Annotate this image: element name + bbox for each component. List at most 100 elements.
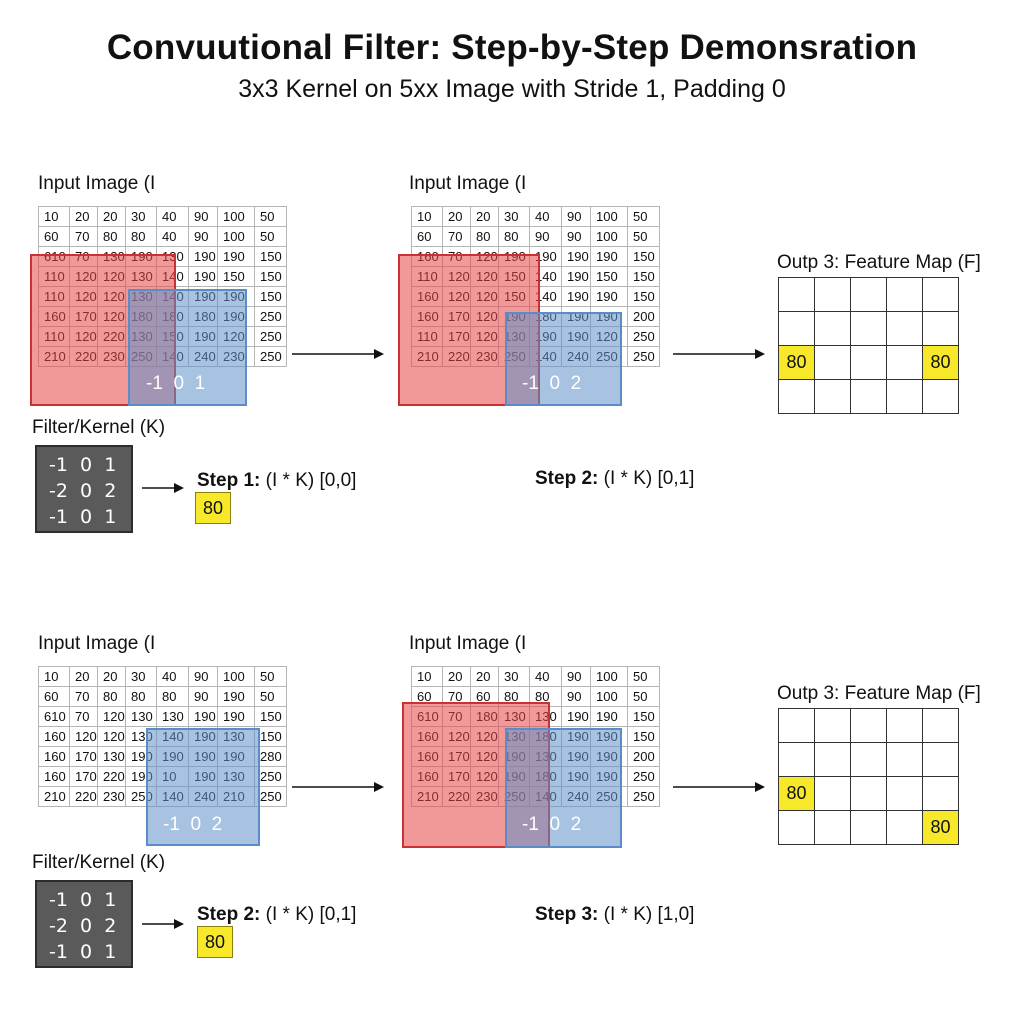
grid-cell: 190 [188, 706, 218, 727]
kernel-overlay-values: -1 0 1 [146, 373, 206, 394]
feature-map-cell [922, 708, 959, 743]
grid-cell: 10 [38, 206, 70, 227]
feature-map-label: Outp 3: Feature Map (F] [777, 252, 981, 273]
feature-map-cell [814, 810, 851, 845]
grid-cell: 40 [529, 206, 562, 227]
feature-map-cell [886, 277, 923, 312]
grid-cell: 190 [217, 706, 255, 727]
grid-cell: 90 [529, 226, 562, 247]
feature-map-cell [886, 708, 923, 743]
grid-cell: 150 [627, 286, 660, 307]
feature-map-cell [922, 311, 959, 346]
grid-cell: 100 [590, 686, 628, 707]
grid-cell: 160 [38, 746, 70, 767]
grid-cell: 250 [254, 306, 287, 327]
grid-cell: 150 [254, 286, 287, 307]
grid-cell: 150 [627, 706, 660, 727]
grid-cell: 80 [156, 686, 189, 707]
page-title: Convuutional Filter: Step-by-Step Demons… [106, 28, 918, 67]
feature-map-cell [850, 810, 887, 845]
feature-map-cell [814, 708, 851, 743]
feature-map-cell [886, 379, 923, 414]
grid-cell: 60 [38, 226, 70, 247]
grid-cell: 80 [470, 226, 499, 247]
grid-cell: 80 [97, 226, 126, 247]
feature-map-cell [850, 742, 887, 777]
feature-map-cell [886, 776, 923, 811]
feature-map-cell [778, 742, 815, 777]
grid-row: 610 70 120 130 130 190 190 150 [38, 706, 287, 727]
feature-map-cell [886, 742, 923, 777]
grid-cell: 70 [69, 226, 98, 247]
grid-cell: 50 [627, 226, 660, 247]
grid-cell: 30 [125, 666, 157, 687]
feature-map-cell [850, 311, 887, 346]
feature-map-row: 80 80 [778, 345, 959, 380]
kernel-row: -1 0 1 [49, 454, 117, 476]
grid-cell: 20 [69, 206, 98, 227]
grid-cell: 190 [188, 266, 218, 287]
grid-cell: 170 [69, 746, 98, 767]
grid-cell: 80 [498, 226, 530, 247]
arrow-icon [142, 919, 184, 929]
grid-cell: 170 [69, 766, 98, 787]
grid-cell: 190 [188, 246, 218, 267]
grid-cell: 60 [470, 686, 499, 707]
kernel-window-blue [505, 728, 622, 848]
grid-cell: 150 [627, 266, 660, 287]
grid-cell: 120 [97, 706, 126, 727]
grid-cell: 40 [156, 206, 189, 227]
feature-map-cell [922, 742, 959, 777]
feature-map-row [778, 277, 959, 312]
feature-map-label: Outp 3: Feature Map (F] [777, 683, 981, 704]
grid-cell: 10 [38, 666, 70, 687]
step-result-value: 80 [195, 492, 231, 524]
grid-cell: 20 [69, 666, 98, 687]
grid-cell: 250 [627, 786, 660, 807]
feature-map-cell [814, 277, 851, 312]
kernel-window-blue [505, 312, 622, 406]
grid-cell: 150 [254, 726, 287, 747]
grid-cell: 50 [254, 226, 287, 247]
feature-map-row [778, 379, 959, 414]
grid-cell: 190 [590, 286, 628, 307]
grid-cell: 10 [411, 206, 443, 227]
arrow-icon [673, 349, 765, 359]
grid-cell: 190 [561, 706, 591, 727]
feature-map-cell [850, 776, 887, 811]
grid-cell: 80 [125, 226, 157, 247]
grid-cell: 30 [498, 206, 530, 227]
feature-map-cell [922, 277, 959, 312]
grid-cell: 60 [38, 686, 70, 707]
filter-kernel-label: Filter/Kernel (K) [32, 417, 166, 438]
feature-map-cell [922, 379, 959, 414]
feature-map-cell [778, 311, 815, 346]
grid-row: 60 70 80 80 40 90 100 50 [38, 226, 287, 247]
feature-map-cell: 80 [778, 345, 815, 380]
grid-cell: 250 [627, 346, 660, 367]
arrow-icon [673, 782, 765, 792]
grid-cell: 160 [38, 766, 70, 787]
feature-map-cell [814, 776, 851, 811]
grid-cell: 90 [188, 226, 218, 247]
grid-cell: 40 [156, 666, 189, 687]
grid-cell: 190 [590, 246, 628, 267]
grid-cell: 150 [627, 726, 660, 747]
grid-cell: 50 [627, 206, 660, 227]
grid-row: 60 70 60 80 80 90 100 50 [411, 686, 660, 707]
step-label: Step 1: (I * K) [0,0] [197, 470, 357, 491]
page-subtitle: 3x3 Kernel on 5xx Image with Stride 1, P… [238, 75, 786, 103]
kernel-overlay-values: -1 0 2 [163, 814, 223, 835]
grid-cell: 20 [470, 666, 499, 687]
grid-cell: 150 [254, 266, 287, 287]
feature-map-row: 80 [778, 810, 959, 845]
input-image-label: Input Image (I [409, 173, 527, 194]
grid-cell: 60 [411, 226, 443, 247]
feature-map-cell [778, 277, 815, 312]
grid-cell: 120 [97, 726, 126, 747]
grid-cell: 250 [254, 346, 287, 367]
grid-cell: 610 [38, 706, 70, 727]
kernel-window-blue [128, 289, 247, 406]
input-image-label: Input Image (I [38, 173, 156, 194]
kernel-row: -1 0 1 [49, 506, 117, 528]
